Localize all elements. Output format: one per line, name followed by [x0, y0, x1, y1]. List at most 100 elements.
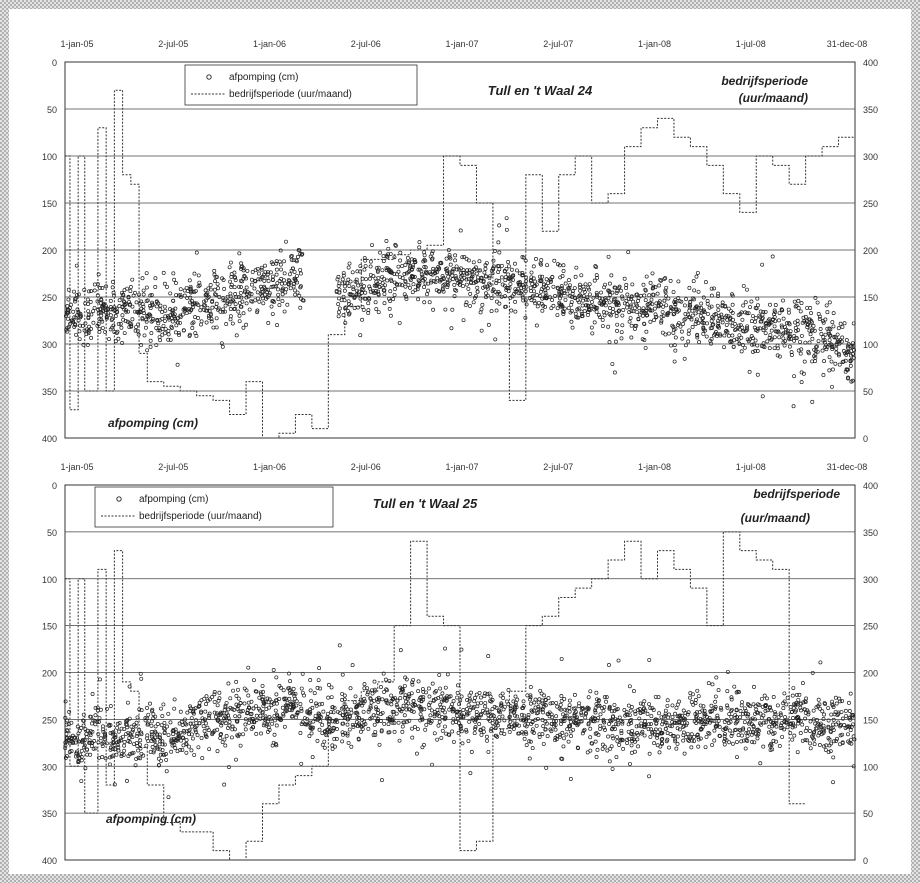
- data-point: [567, 703, 572, 708]
- data-point: [403, 262, 408, 267]
- data-point: [206, 294, 211, 299]
- data-point: [803, 716, 808, 721]
- right-axis-label-line2: (uur/maand): [741, 511, 810, 525]
- data-point: [129, 324, 134, 329]
- data-point: [188, 284, 193, 289]
- data-point: [483, 266, 488, 271]
- left-tick-label: 350: [42, 387, 57, 397]
- data-point: [207, 711, 212, 716]
- data-point: [246, 665, 251, 670]
- data-point: [741, 342, 745, 347]
- data-point: [775, 343, 780, 348]
- data-point: [830, 320, 835, 325]
- data-point: [85, 747, 89, 752]
- data-point: [222, 286, 227, 291]
- data-point: [771, 738, 776, 743]
- data-point: [180, 747, 185, 752]
- data-point: [178, 748, 183, 752]
- data-point: [672, 300, 677, 304]
- data-point: [657, 727, 662, 732]
- data-point: [254, 704, 258, 709]
- data-point: [234, 333, 239, 338]
- data-point: [423, 727, 428, 732]
- data-point: [82, 745, 87, 750]
- data-point: [561, 263, 566, 268]
- data-point: [657, 283, 661, 288]
- data-point: [521, 699, 526, 704]
- data-point: [523, 298, 528, 303]
- data-point: [851, 321, 856, 326]
- data-point: [741, 712, 746, 717]
- data-point: [218, 309, 223, 314]
- data-point: [680, 336, 685, 341]
- data-point: [745, 734, 750, 739]
- data-point: [557, 291, 562, 296]
- data-point: [634, 310, 639, 314]
- data-point: [674, 746, 679, 751]
- data-point: [282, 259, 286, 264]
- data-point: [750, 716, 755, 721]
- data-point: [208, 287, 213, 292]
- data-point: [501, 696, 506, 700]
- data-point: [90, 692, 95, 696]
- data-point: [604, 310, 609, 315]
- data-point: [532, 289, 536, 294]
- data-point: [95, 293, 100, 298]
- data-point: [694, 319, 699, 324]
- data-point: [159, 723, 164, 728]
- data-point: [74, 332, 78, 337]
- data-point: [690, 296, 695, 301]
- data-point: [275, 281, 280, 286]
- data-point: [188, 704, 192, 709]
- data-point: [668, 305, 673, 310]
- data-point: [407, 692, 412, 697]
- data-point: [643, 345, 648, 350]
- data-point: [293, 292, 298, 297]
- top-tick-label: 31-dec-08: [827, 39, 868, 49]
- data-point: [153, 714, 158, 719]
- data-point: [466, 286, 471, 291]
- data-point: [678, 324, 683, 329]
- data-point: [145, 722, 150, 727]
- data-point: [217, 696, 222, 701]
- data-point: [123, 302, 127, 307]
- data-point: [828, 730, 833, 735]
- data-point: [108, 298, 113, 303]
- data-point: [104, 741, 109, 746]
- data-point: [289, 268, 294, 273]
- data-point: [562, 288, 567, 293]
- data-point: [66, 287, 71, 292]
- legend-label-afpomping: afpomping (cm): [229, 72, 298, 83]
- data-point: [538, 707, 543, 712]
- data-point: [203, 303, 208, 308]
- data-point: [754, 710, 759, 715]
- data-point: [602, 695, 607, 700]
- right-tick-label: 50: [863, 809, 873, 819]
- data-point: [752, 740, 757, 745]
- data-point: [87, 740, 92, 745]
- data-point: [834, 738, 839, 743]
- data-point: [852, 348, 857, 353]
- data-point: [168, 337, 173, 342]
- data-point: [91, 309, 96, 314]
- data-point: [758, 326, 762, 331]
- data-point: [208, 313, 213, 317]
- data-point: [844, 338, 849, 343]
- data-point: [252, 720, 257, 725]
- data-point: [458, 274, 463, 279]
- data-point: [713, 312, 718, 316]
- series-points-afpomping: [63, 643, 857, 800]
- top-tick-label: 2-jul-06: [351, 39, 381, 49]
- data-point: [707, 716, 712, 720]
- data-point: [625, 292, 630, 297]
- data-point: [743, 708, 748, 713]
- data-point: [487, 275, 492, 280]
- data-point: [386, 722, 391, 727]
- data-point: [663, 276, 668, 281]
- data-point: [112, 293, 117, 298]
- data-point: [632, 306, 637, 311]
- data-point: [604, 699, 609, 704]
- data-point: [341, 313, 346, 318]
- right-tick-label: 350: [863, 528, 878, 538]
- data-point: [600, 742, 605, 747]
